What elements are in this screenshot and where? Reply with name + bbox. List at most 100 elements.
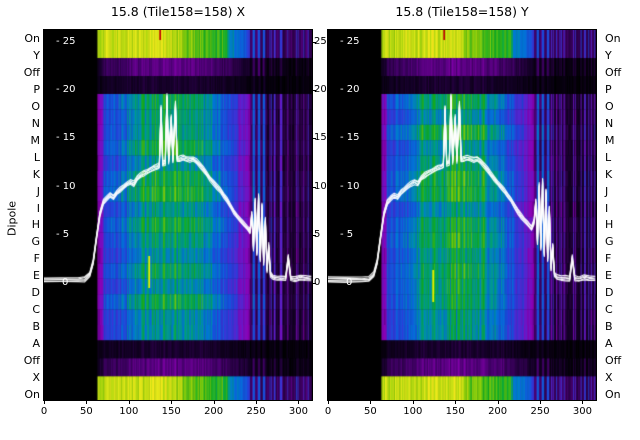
row-label-l-7: L	[605, 150, 612, 164]
right-panel-title: 15.8 (Tile158=158) Y	[395, 4, 529, 19]
x-tick-mark	[328, 400, 329, 404]
y-tick-mark	[312, 186, 316, 188]
x-tick-mark	[412, 400, 414, 404]
row-label-m-6: M	[30, 133, 41, 147]
x-tick-mark	[213, 400, 215, 404]
y-tick-mark	[312, 283, 316, 284]
left-panel-title: 15.8 (Tile158=158) X	[110, 4, 246, 19]
x-tick-label-150: 150	[161, 406, 181, 417]
row-label-e-14: E	[33, 269, 40, 283]
y-tick-label-inside-25: - 25	[56, 36, 76, 47]
x-tick-mark	[540, 400, 542, 404]
y-tick-label-inside-15: - 15	[56, 132, 76, 144]
y-tick-label-inside-0: 0	[62, 277, 69, 288]
y-tick-mark	[312, 90, 316, 92]
y-tick-label-between-15: 15	[314, 132, 327, 144]
y-tick-label-between-0: 0	[314, 277, 321, 288]
row-label-o-4: O	[31, 99, 40, 113]
row-label-a-18: A	[605, 337, 613, 351]
x-tick-mark	[44, 400, 45, 404]
y-tick-label-inside-0: 0	[346, 277, 353, 288]
y-tick-mark	[312, 234, 316, 236]
y-tick-label-inside-5: - 5	[56, 228, 70, 240]
row-label-j-9: J	[605, 184, 609, 198]
y-tick-label-inside-20: - 20	[340, 84, 360, 96]
row-label-n-5: N	[605, 116, 614, 130]
y-tick-label-inside-15: - 15	[340, 132, 360, 144]
row-label-i-10: I	[605, 201, 609, 215]
row-label-o-4: O	[605, 99, 614, 113]
row-label-n-5: N	[31, 116, 40, 130]
x-tick-mark	[582, 400, 584, 404]
y-tick-mark	[312, 42, 316, 43]
row-label-p-3: P	[605, 82, 612, 96]
row-label-off-19: Off	[23, 354, 40, 368]
x-tick-label-150: 150	[445, 406, 465, 417]
y-tick-label-between-5: 5	[314, 228, 321, 240]
row-label-c-16: C	[32, 303, 40, 317]
row-label-e-14: E	[605, 269, 612, 283]
row-label-y-1: Y	[33, 48, 40, 62]
x-tick-mark	[298, 400, 300, 404]
row-label-on-21: On	[24, 387, 40, 401]
row-label-x-20: X	[32, 371, 40, 384]
row-label-off-19: Off	[605, 354, 622, 368]
x-tick-mark	[497, 400, 499, 404]
x-tick-label-200: 200	[204, 406, 224, 417]
row-label-a-18: A	[32, 337, 40, 351]
row-label-f-13: F	[33, 252, 40, 266]
row-label-d-15: D	[605, 286, 614, 300]
row-label-l-7: L	[33, 150, 40, 164]
x-tick-mark	[455, 400, 457, 404]
row-label-g-12: G	[605, 235, 614, 249]
x-tick-mark	[86, 400, 88, 404]
row-label-h-11: H	[605, 218, 614, 232]
row-label-b-17: B	[605, 320, 613, 334]
row-label-off-2: Off	[23, 65, 40, 79]
x-tick-mark	[171, 400, 173, 404]
x-tick-label-50: 50	[80, 406, 93, 417]
x-tick-label-0: 0	[324, 406, 332, 417]
row-label-c-16: C	[605, 303, 613, 317]
row-label-i-10: I	[36, 201, 40, 215]
y-tick-label-inside-25: - 25	[340, 36, 360, 47]
row-label-y-1: Y	[605, 48, 612, 62]
row-label-m-6: M	[605, 133, 615, 147]
x-tick-label-100: 100	[403, 406, 423, 417]
y-tick-label-inside-5: - 5	[340, 228, 354, 240]
y-tick-label-inside-20: - 20	[56, 84, 76, 96]
row-label-f-13: F	[605, 252, 612, 266]
y-tick-label-between-25: 25	[314, 36, 327, 47]
row-label-p-3: P	[33, 82, 40, 96]
x-tick-mark	[256, 400, 258, 404]
x-tick-label-0: 0	[40, 406, 48, 417]
x-tick-mark	[370, 400, 372, 404]
x-tick-label-250: 250	[246, 406, 266, 417]
x-tick-label-50: 50	[364, 406, 377, 417]
row-label-k-8: K	[605, 167, 613, 181]
row-label-g-12: G	[31, 235, 40, 249]
x-tick-mark	[128, 400, 130, 404]
row-label-x-20: X	[605, 371, 613, 384]
y-tick-label-inside-10: - 10	[56, 180, 76, 192]
row-label-k-8: K	[32, 167, 40, 181]
heatmap-panel-y	[327, 29, 597, 401]
heatmap-panel-x	[43, 29, 313, 401]
x-tick-label-300: 300	[288, 406, 308, 417]
y-tick-label-inside-10: - 10	[340, 180, 360, 192]
row-label-on-21: On	[605, 387, 621, 401]
x-tick-label-200: 200	[488, 406, 508, 417]
row-label-h-11: H	[31, 218, 40, 232]
row-label-on-0: On	[24, 32, 40, 45]
row-label-d-15: D	[31, 286, 40, 300]
row-label-b-17: B	[32, 320, 40, 334]
x-tick-label-300: 300	[572, 406, 592, 417]
x-tick-label-250: 250	[530, 406, 550, 417]
row-label-on-0: On	[605, 32, 621, 45]
y-tick-mark	[312, 138, 316, 140]
y-tick-label-between-10: 10	[314, 180, 327, 192]
x-tick-label-100: 100	[119, 406, 139, 417]
y-tick-label-between-20: 20	[314, 84, 327, 96]
row-label-off-2: Off	[605, 65, 622, 79]
